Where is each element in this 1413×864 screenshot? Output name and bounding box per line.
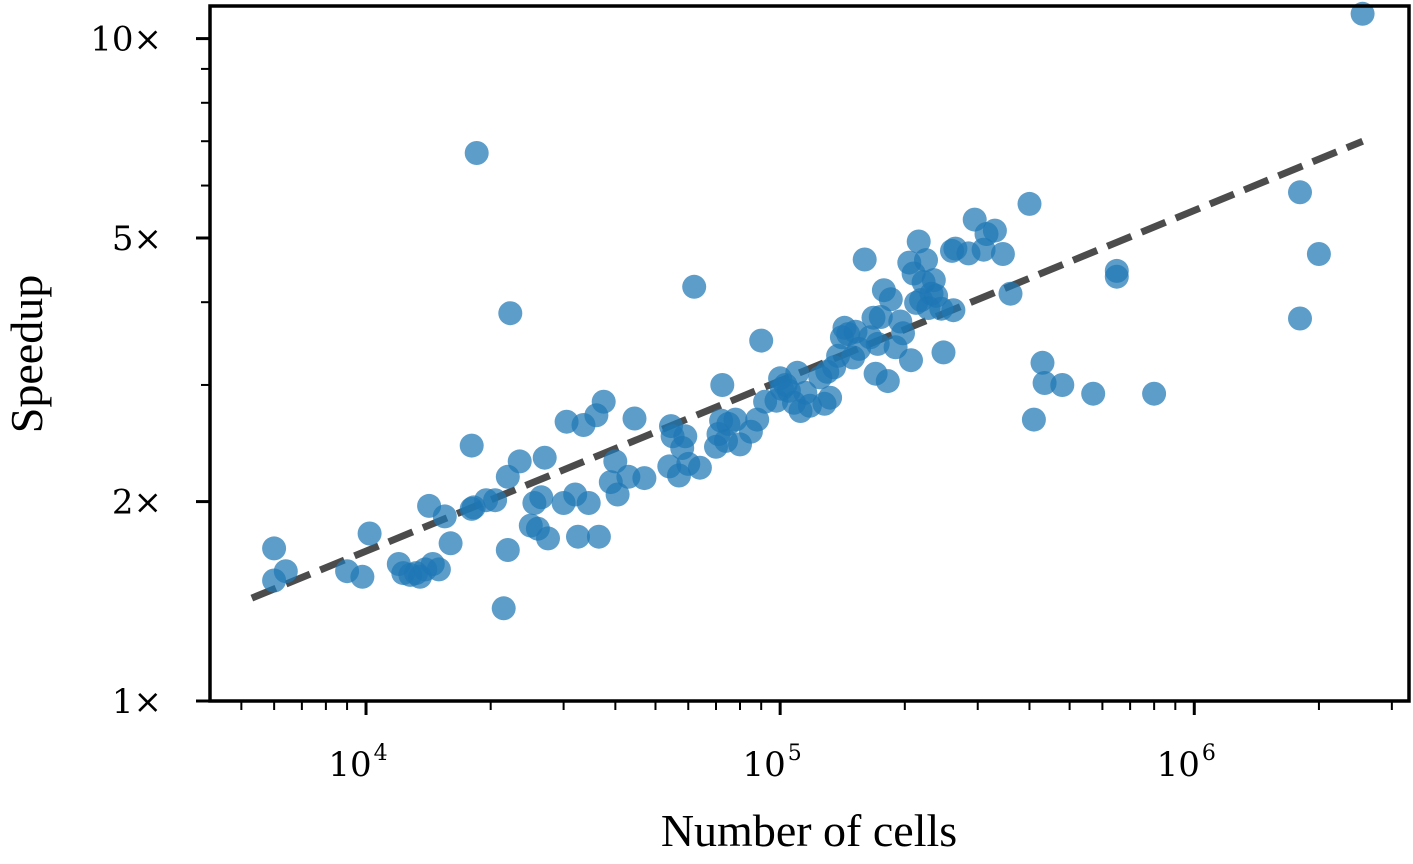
data-point: [459, 433, 484, 458]
data-point: [1030, 350, 1055, 375]
data-point: [1350, 1, 1375, 26]
data-point: [998, 281, 1023, 306]
x-tick-base: 10: [743, 745, 786, 785]
data-point: [941, 298, 966, 323]
x-axis: 104 105 106: [240, 701, 1393, 785]
data-point: [536, 526, 560, 551]
data-point: [1142, 381, 1167, 406]
data-point: [875, 369, 900, 394]
x-tick-label: 104: [328, 741, 387, 785]
data-point: [483, 488, 508, 513]
data-point: [529, 485, 554, 510]
data-point: [673, 424, 698, 449]
data-point: [605, 482, 630, 507]
y-tick-label: 10×: [90, 20, 162, 60]
y-tick-label: 5×: [112, 219, 162, 259]
x-tick-base: 10: [328, 745, 371, 785]
data-point: [868, 305, 893, 329]
data-point: [507, 449, 532, 474]
data-point: [576, 491, 601, 515]
data-point: [350, 564, 375, 589]
data-point: [1288, 306, 1312, 331]
x-tick-base: 10: [1157, 745, 1200, 785]
data-point: [532, 445, 557, 470]
data-point: [495, 538, 520, 562]
data-point: [622, 406, 647, 431]
x-axis-title: Number of cells: [661, 805, 957, 856]
data-point: [785, 360, 810, 385]
data-point: [878, 287, 903, 312]
data-point: [865, 331, 890, 356]
y-tick-label: 1×: [112, 682, 162, 722]
data-point: [273, 559, 298, 584]
data-point: [687, 455, 712, 480]
data-point: [357, 521, 382, 546]
data-point: [1050, 373, 1075, 397]
data-point: [818, 385, 843, 410]
data-point: [852, 247, 877, 272]
data-point: [491, 596, 516, 621]
data-point: [710, 373, 735, 397]
data-point: [749, 328, 774, 353]
x-tick-exponent: 5: [788, 741, 802, 766]
data-point: [591, 389, 616, 414]
y-axis-title: Speedup: [1, 275, 52, 433]
data-point: [426, 557, 451, 582]
data-point: [931, 340, 956, 365]
data-point: [566, 524, 590, 549]
data-point: [438, 531, 463, 556]
data-point: [899, 348, 923, 373]
data-point: [745, 407, 770, 432]
data-point: [891, 321, 915, 346]
x-tick-label: 105: [743, 741, 802, 785]
data-point: [1104, 264, 1129, 289]
data-point: [1032, 371, 1057, 395]
points-layer: [262, 1, 1375, 621]
plot-frame: [208, 4, 1411, 703]
data-point: [1081, 381, 1106, 406]
y-axis: 1× 2× 5× 10×: [90, 20, 210, 722]
x-tick-label: 106: [1157, 741, 1216, 785]
data-point: [982, 218, 1007, 243]
data-point: [498, 301, 523, 326]
x-tick-exponent: 6: [1202, 741, 1216, 766]
data-point: [682, 274, 707, 299]
data-point: [262, 536, 287, 561]
data-point: [914, 248, 938, 273]
data-point: [464, 141, 489, 165]
data-point: [432, 504, 457, 529]
data-point: [632, 466, 657, 491]
data-point: [1306, 242, 1331, 266]
y-tick-label: 2×: [112, 483, 162, 523]
data-point: [586, 524, 611, 549]
data-point: [1288, 180, 1312, 205]
data-point: [1021, 407, 1046, 432]
data-point: [906, 229, 931, 254]
data-point: [1017, 191, 1042, 216]
x-tick-exponent: 4: [374, 741, 388, 766]
data-point: [990, 242, 1015, 266]
